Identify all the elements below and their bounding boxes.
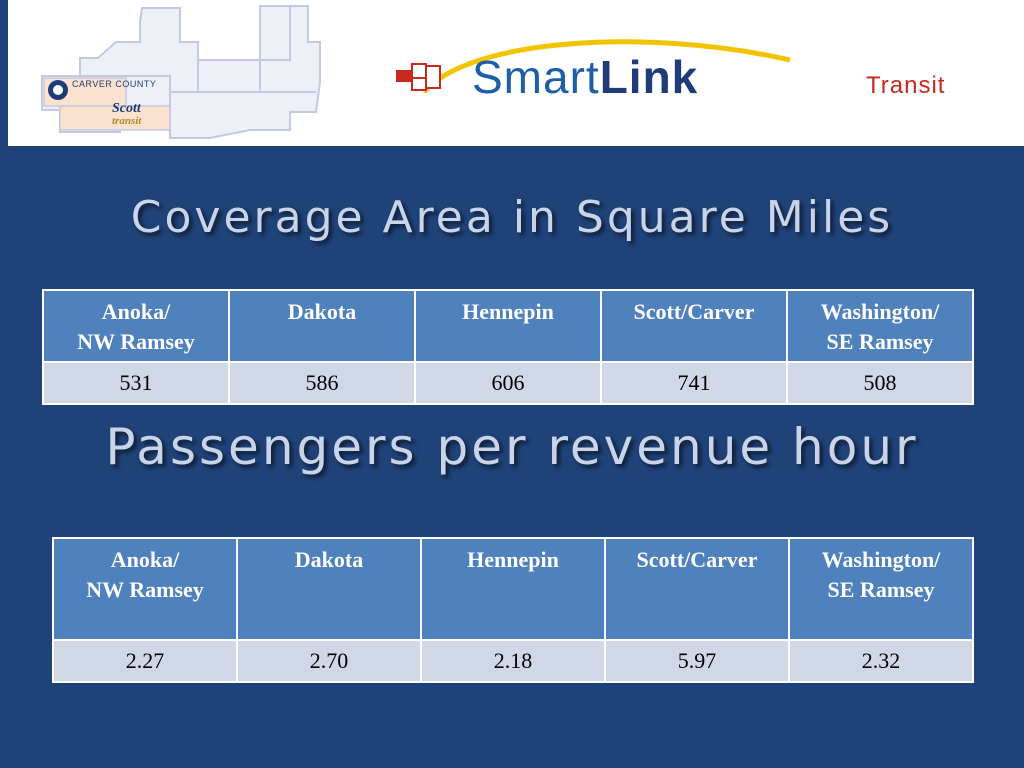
table-cell: 508 (786, 361, 974, 405)
column-header: Hennepin (414, 289, 602, 363)
table-row: 2.27 2.70 2.18 5.97 2.32 (52, 639, 974, 683)
smartlink-swoosh-logo (396, 39, 791, 94)
column-header: Anoka/NW Ramsey (52, 537, 238, 641)
county-map-logo (41, 5, 321, 139)
table-header-row: Anoka/NW Ramsey Dakota Hennepin Scott/Ca… (42, 289, 974, 363)
column-header: Scott/Carver (600, 289, 788, 363)
table-cell: 741 (600, 361, 788, 405)
table-cell: 531 (42, 361, 230, 405)
brand-transit: Transit (866, 72, 946, 99)
coverage-table: Anoka/NW Ramsey Dakota Hennepin Scott/Ca… (42, 289, 974, 405)
column-header: Scott/Carver (604, 537, 790, 641)
passengers-title: Passengers per revenue hour (105, 418, 919, 476)
carver-county-label: CARVER COUNTY (72, 79, 157, 89)
table-cell: 2.70 (236, 639, 422, 683)
column-header: Washington/SE Ramsey (788, 537, 974, 641)
table-cell: 5.97 (604, 639, 790, 683)
table-cell: 2.27 (52, 639, 238, 683)
table-cell: 586 (228, 361, 416, 405)
column-header: Anoka/NW Ramsey (42, 289, 230, 363)
table-row: 531 586 606 741 508 (42, 361, 974, 405)
scott-label: Scott (112, 101, 141, 116)
column-header: Washington/SE Ramsey (786, 289, 974, 363)
passengers-table: Anoka/NW Ramsey Dakota Hennepin Scott/Ca… (52, 537, 974, 683)
table-header-row: Anoka/NW Ramsey Dakota Hennepin Scott/Ca… (52, 537, 974, 641)
column-header: Hennepin (420, 537, 606, 641)
table-cell: 2.32 (788, 639, 974, 683)
column-header: Dakota (228, 289, 416, 363)
scott-transit-label: transit (112, 115, 142, 127)
brand-smart: Smart (472, 51, 600, 103)
coverage-title: Coverage Area in Square Miles (130, 192, 894, 243)
table-cell: 2.18 (420, 639, 606, 683)
brand-link: Link (599, 51, 699, 103)
smartlink-wordmark: SmartLink (472, 54, 698, 112)
column-header: Dakota (236, 537, 422, 641)
table-cell: 606 (414, 361, 602, 405)
minnesota-counties-icon (396, 63, 441, 91)
